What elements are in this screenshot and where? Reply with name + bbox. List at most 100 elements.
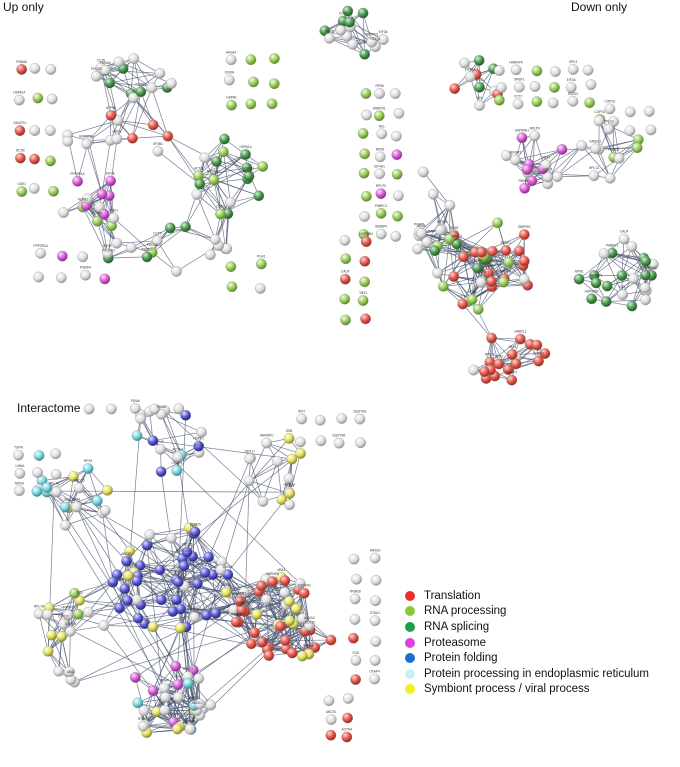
network-edge	[489, 338, 521, 363]
network-node	[464, 71, 476, 83]
network-edge	[79, 599, 120, 609]
node-label: PCBP1	[501, 241, 512, 245]
network-node	[215, 564, 227, 576]
network-node	[124, 545, 136, 557]
node-label: RPS3	[84, 459, 93, 463]
legend-label: Proteasome	[424, 636, 487, 649]
network-node	[243, 475, 255, 487]
node-label: PGK1	[257, 255, 266, 259]
network-node	[13, 94, 25, 106]
network-edge	[132, 135, 168, 139]
down-only-title: Down only	[571, 0, 628, 14]
node-label: HSPB1	[78, 198, 89, 202]
network-node	[531, 96, 543, 108]
node-label: PSMD7	[506, 371, 517, 375]
node-label: NPM1	[575, 270, 584, 274]
network-node	[33, 450, 45, 461]
network-node	[501, 150, 512, 162]
network-node	[45, 64, 57, 75]
network-node	[111, 133, 123, 145]
node-label: RPL7A	[49, 482, 60, 486]
node-label: EIF4A1	[374, 164, 385, 168]
network-node	[83, 403, 95, 415]
network-node	[172, 691, 184, 703]
network-node	[459, 57, 470, 69]
node-label: XRCC5	[182, 543, 193, 547]
network-edge	[86, 205, 118, 244]
network-node	[15, 152, 26, 164]
network-node	[272, 456, 283, 467]
node-label: CKAP4	[172, 461, 183, 465]
network-node	[211, 156, 222, 167]
network-node	[284, 488, 296, 499]
node-label: ANXA2	[304, 616, 315, 620]
network-edge	[157, 150, 200, 185]
network-edge	[177, 581, 196, 711]
node-label: TRIM28	[349, 589, 361, 593]
legend-item-protein-folding: Protein folding	[405, 650, 649, 666]
network-edge	[88, 611, 293, 654]
node-label: PSMD4	[80, 266, 91, 270]
network-edge	[183, 565, 227, 593]
network-edge	[177, 696, 191, 729]
network-node	[473, 55, 485, 66]
network-nodes: PDCD4POLR2GCCT5PSME3PSMA6HSPA14NDUFS1ACT…	[13, 5, 659, 743]
network-node	[588, 170, 600, 182]
network-node	[102, 247, 113, 259]
node-label: CALR	[620, 230, 629, 234]
network-node	[370, 636, 382, 647]
network-edge	[47, 491, 55, 652]
network-edge	[164, 410, 264, 502]
network-node	[357, 295, 369, 306]
node-label: TUFM	[14, 446, 23, 450]
network-node	[590, 143, 601, 155]
network-edge	[38, 613, 49, 652]
network-node	[257, 496, 269, 507]
network-edge	[249, 458, 293, 482]
network-node	[251, 609, 263, 620]
network-edge	[116, 240, 158, 244]
network-node	[77, 251, 89, 263]
network-node	[105, 175, 116, 187]
network-node	[141, 251, 153, 263]
network-node	[565, 82, 577, 93]
node-label: CCT2	[514, 94, 523, 98]
network-node	[342, 693, 354, 704]
node-label: HSP90B1	[359, 232, 373, 236]
network-node	[46, 93, 58, 105]
network-node	[513, 81, 525, 93]
network-node	[58, 207, 69, 218]
network-edge	[199, 178, 248, 185]
network-node	[487, 245, 498, 257]
network-node	[604, 103, 616, 115]
network-edge	[47, 453, 301, 652]
network-node	[128, 92, 139, 104]
network-edge	[484, 337, 492, 372]
network-edge	[477, 260, 525, 269]
network-node	[391, 149, 403, 161]
network-node	[643, 106, 655, 117]
network-node	[107, 576, 119, 588]
network-edge	[607, 274, 646, 287]
network-node	[513, 245, 525, 257]
node-label: NCL	[476, 96, 483, 100]
network-node	[521, 164, 533, 175]
network-edge	[164, 410, 182, 456]
network-node	[373, 110, 385, 122]
legend-label: RNA processing	[424, 605, 507, 618]
network-edge	[603, 253, 623, 295]
network-node	[147, 685, 159, 697]
network-node	[165, 532, 177, 544]
network-edge	[606, 274, 646, 302]
network-edge	[266, 442, 301, 454]
network-node	[357, 128, 369, 139]
network-node	[359, 255, 371, 267]
network-node	[189, 526, 201, 538]
network-node	[549, 82, 560, 93]
network-node	[46, 629, 57, 641]
network-node	[344, 16, 355, 28]
network-node	[393, 190, 404, 202]
network-edge	[437, 245, 478, 269]
node-label: SERBP1	[509, 150, 522, 154]
network-node	[283, 433, 295, 444]
